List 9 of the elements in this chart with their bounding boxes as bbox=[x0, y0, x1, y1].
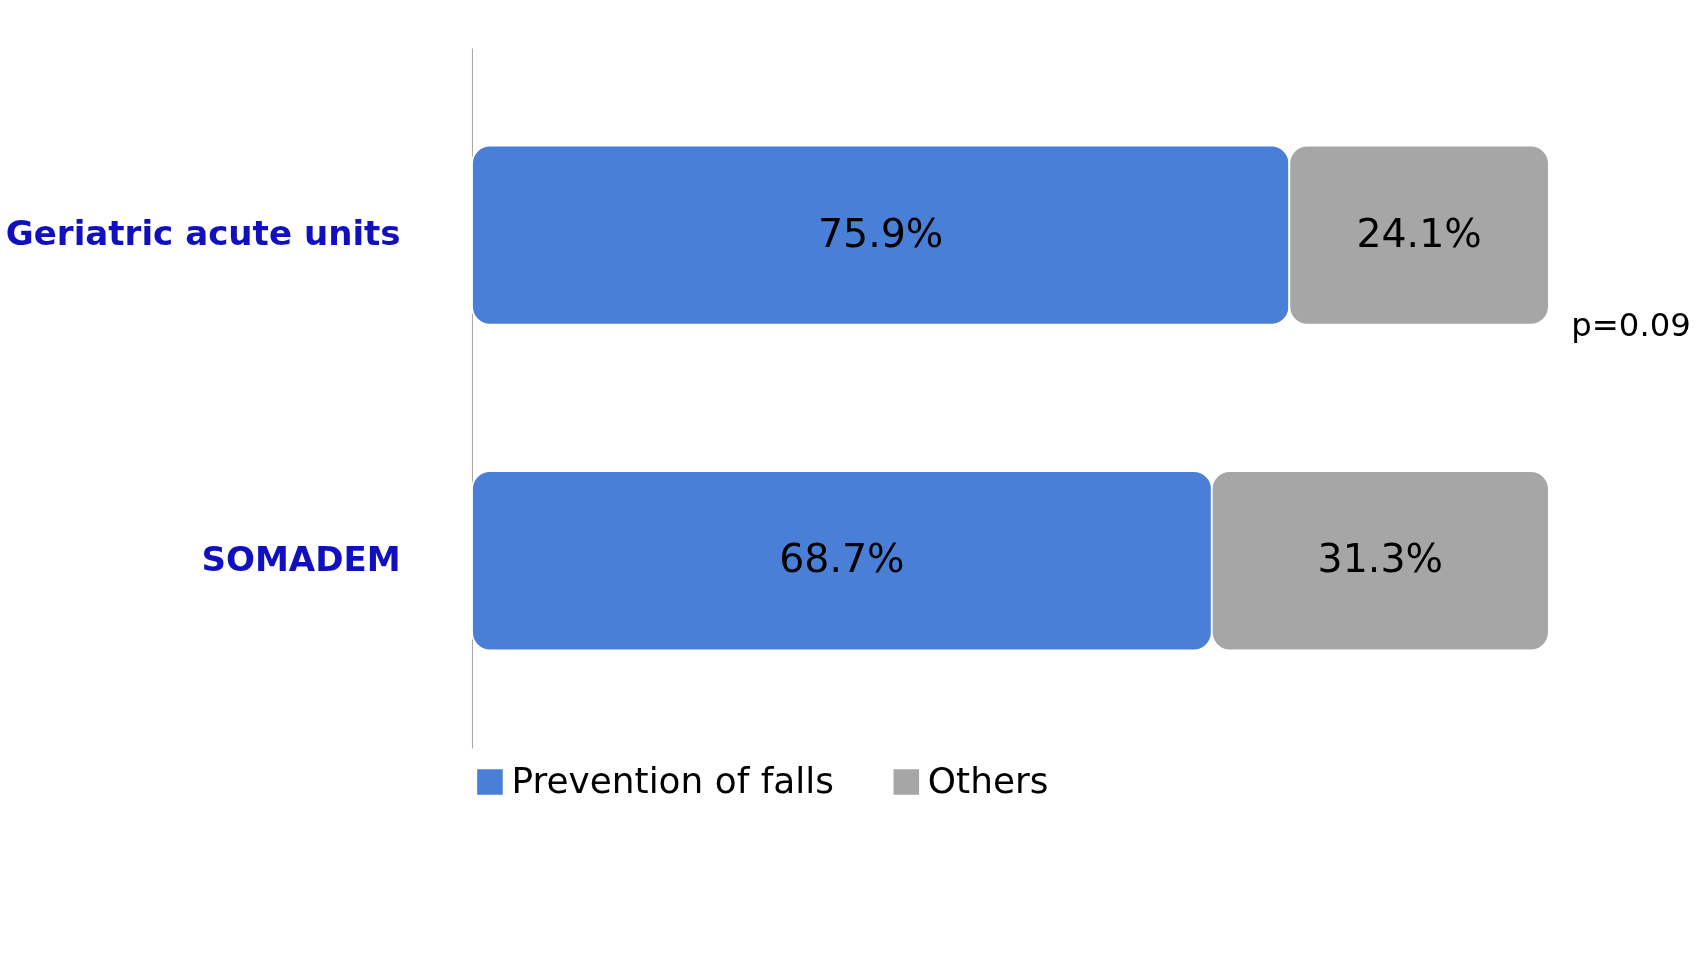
legend-label: Others bbox=[927, 759, 1049, 801]
y-tick-label: SOMADEM bbox=[201, 538, 401, 579]
data-label: 24.1% bbox=[1356, 209, 1482, 256]
data-label: 68.7% bbox=[779, 535, 905, 582]
legend-label: Prevention of falls bbox=[511, 759, 834, 801]
data-label: 31.3% bbox=[1317, 535, 1444, 582]
data-label: 75.9% bbox=[817, 209, 944, 256]
text: p=0.09 bbox=[1571, 306, 1691, 345]
y-tick-label: Geriatric acute units bbox=[5, 213, 401, 254]
